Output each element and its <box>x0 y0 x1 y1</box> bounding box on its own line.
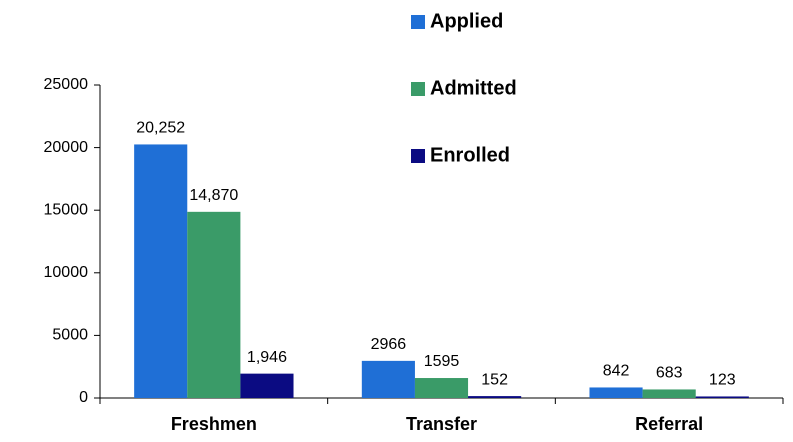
value-label: 842 <box>603 363 630 380</box>
value-label: 2966 <box>371 336 407 353</box>
x-tick-label: Transfer <box>406 414 477 434</box>
bar <box>240 373 294 398</box>
x-tick-label: Referral <box>635 414 703 434</box>
legend-swatch <box>411 15 425 29</box>
bar <box>361 360 415 398</box>
y-tick-label: 0 <box>79 389 88 406</box>
legend-label: Admitted <box>430 77 517 99</box>
legend-label: Enrolled <box>430 144 510 166</box>
bar <box>414 378 469 398</box>
bar <box>134 144 188 398</box>
bar <box>187 211 241 398</box>
bar <box>695 396 749 398</box>
legend-swatch <box>411 82 425 96</box>
x-tick-label: Freshmen <box>171 414 257 434</box>
y-tick-label: 15000 <box>44 201 89 218</box>
y-tick-label: 10000 <box>44 264 89 281</box>
value-label: 152 <box>481 371 508 388</box>
bar <box>468 396 522 398</box>
value-label: 123 <box>709 372 736 389</box>
legend-label: Applied <box>430 10 503 32</box>
value-label: 20,252 <box>136 120 185 137</box>
value-label: 1,946 <box>247 349 287 366</box>
bar <box>642 389 696 398</box>
y-tick-label: 5000 <box>52 327 88 344</box>
value-label: 14,870 <box>189 187 238 204</box>
legend-swatch <box>411 149 425 163</box>
value-label: 683 <box>656 365 683 382</box>
value-label: 1595 <box>424 353 460 370</box>
bar <box>589 387 643 398</box>
y-tick-label: 20000 <box>44 139 89 156</box>
y-tick-label: 25000 <box>44 76 89 93</box>
